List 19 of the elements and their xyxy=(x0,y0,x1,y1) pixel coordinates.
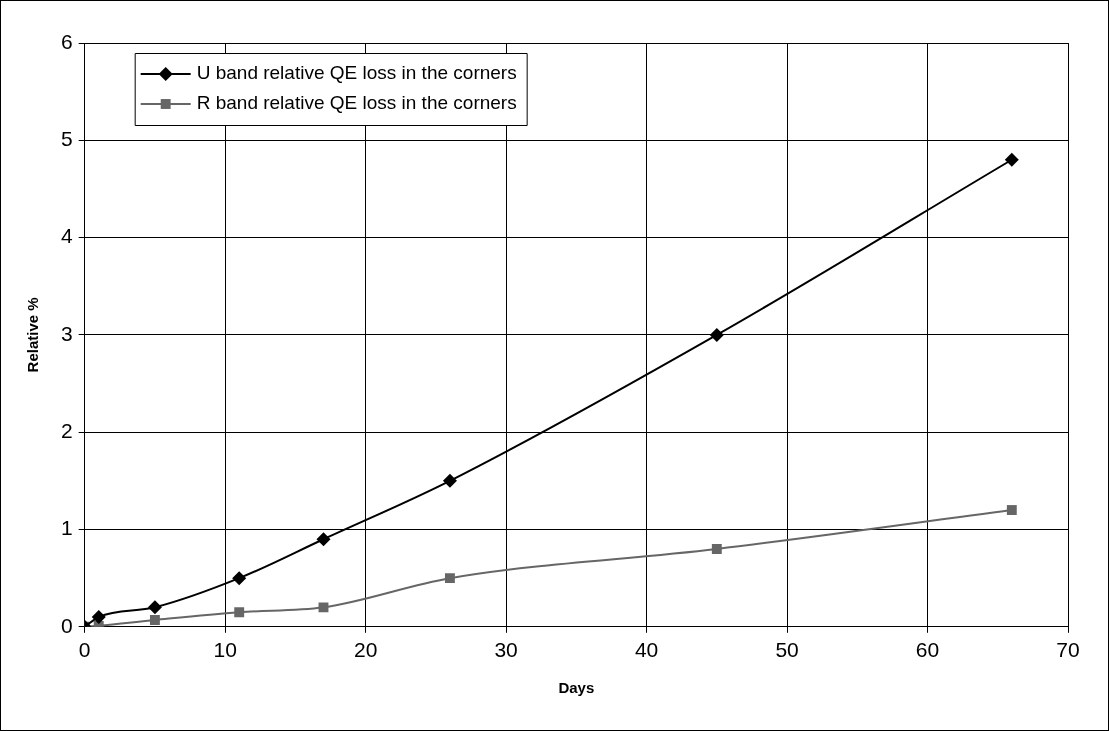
y-tick-label: 0 xyxy=(60,613,73,637)
x-tick-label: 10 xyxy=(213,638,237,662)
y-tick-label: 6 xyxy=(60,29,73,53)
legend-label: U band relative QE loss in the corners xyxy=(196,62,517,84)
x-tick-label: 60 xyxy=(915,638,940,662)
y-tick-label: 5 xyxy=(60,127,73,151)
x-tick-label: 50 xyxy=(775,638,799,662)
x-tick-label: 20 xyxy=(353,638,378,662)
x-axis-title: Days xyxy=(558,679,595,697)
y-tick-label: 3 xyxy=(60,321,73,345)
y-axis-title: Relative % xyxy=(24,297,42,373)
x-tick-label: 30 xyxy=(494,638,518,662)
y-tick-label: 2 xyxy=(60,419,73,442)
legend-label: R band relative QE loss in the corners xyxy=(196,92,517,114)
x-tick-label: 40 xyxy=(634,638,659,662)
y-tick-label: 4 xyxy=(60,224,73,248)
x-tick-label: 70 xyxy=(1056,638,1080,662)
y-tick-label: 1 xyxy=(60,516,73,540)
x-tick-label: 0 xyxy=(78,638,91,662)
